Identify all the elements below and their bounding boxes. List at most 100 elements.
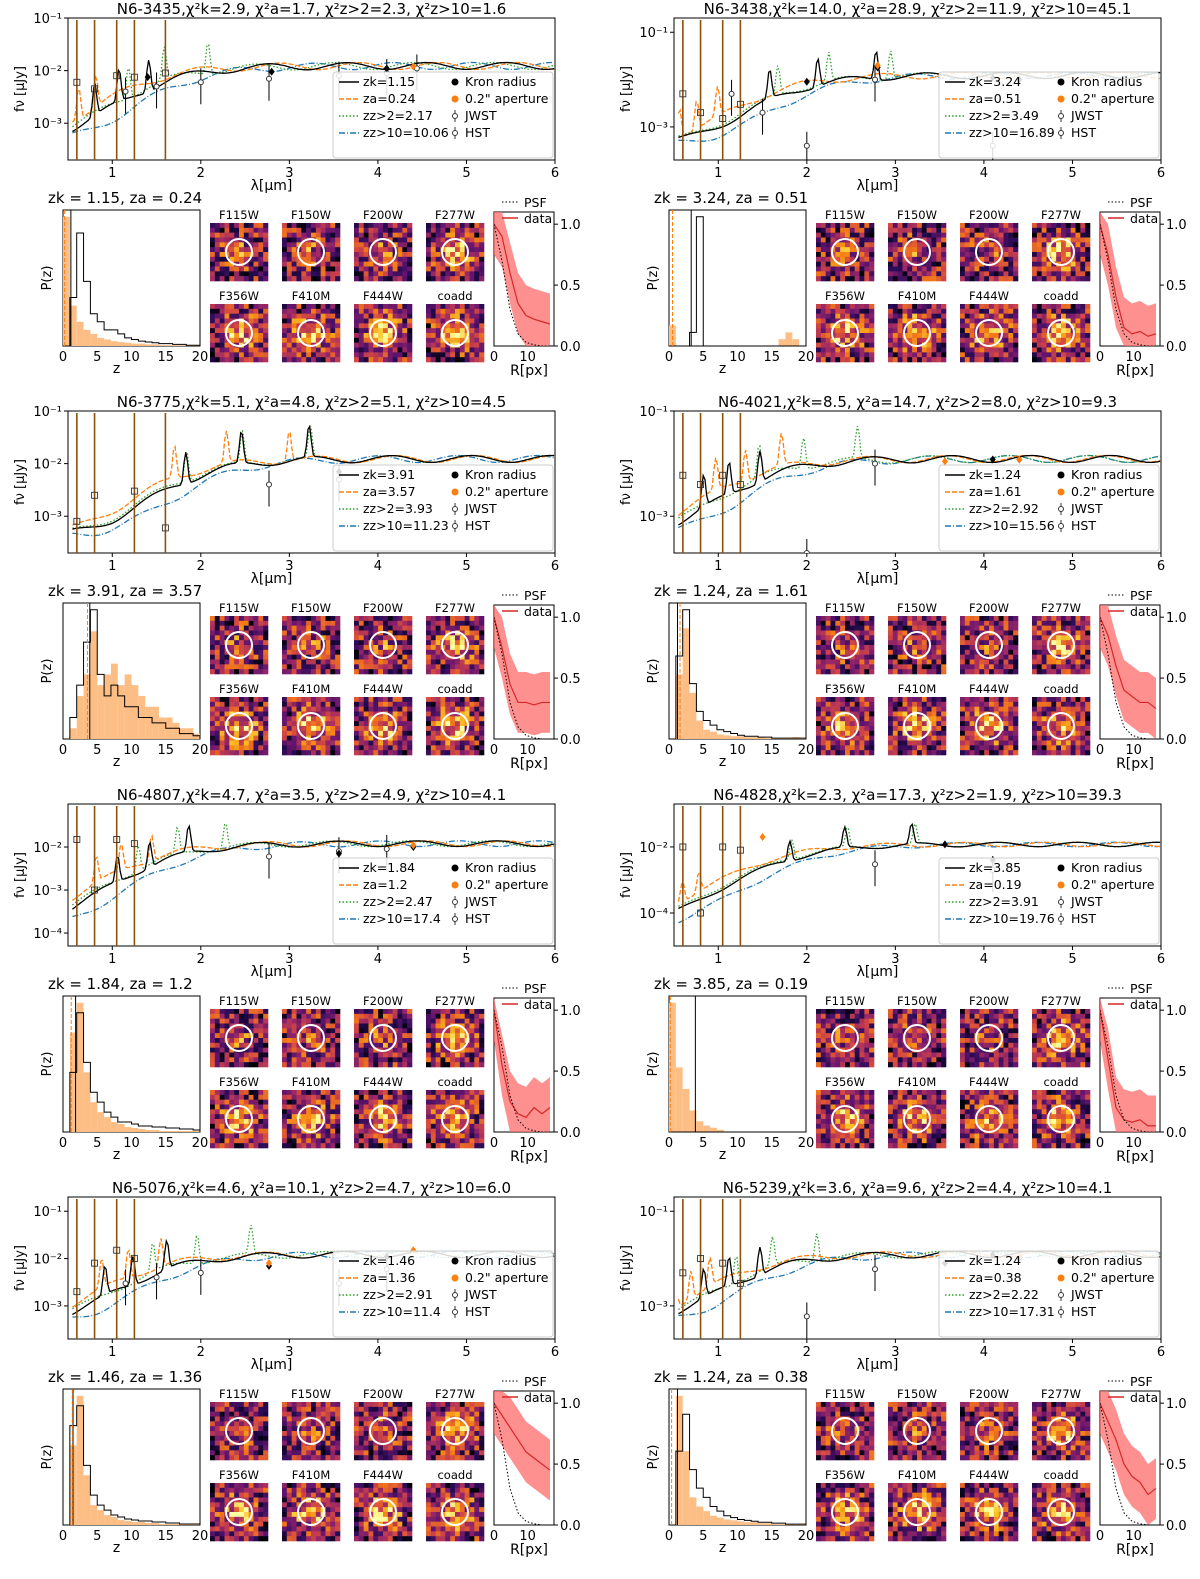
stamp-pixel — [474, 621, 479, 626]
stamp-pixel — [850, 252, 855, 257]
stamp-pixel — [402, 238, 407, 243]
stamp-pixel — [922, 304, 927, 309]
stamp-pixel — [831, 626, 836, 631]
stamp-pixel — [869, 745, 874, 750]
stamp-pixel — [821, 650, 826, 655]
stamp-pixel — [1061, 276, 1066, 281]
stamp-pixel — [831, 631, 836, 636]
stamp-pixel — [864, 616, 869, 621]
stamp-pixel — [215, 635, 220, 640]
stamp-pixel — [821, 640, 826, 645]
stamp-pixel — [941, 750, 946, 755]
stamp-pixel — [970, 352, 975, 357]
stamp-pixel — [1004, 626, 1009, 631]
stamp-pixel — [845, 731, 850, 736]
stamp-pixel — [479, 271, 484, 276]
stamp-pixel — [215, 314, 220, 319]
stamp-pixel — [845, 745, 850, 750]
stamp-pixel — [965, 233, 970, 238]
stamp-pixel — [254, 655, 259, 660]
stamp-pixel — [936, 731, 941, 736]
stamp-pixel — [898, 669, 903, 674]
stamp-pixel — [936, 257, 941, 262]
stamp-pixel — [258, 319, 263, 324]
stamp-pixel — [835, 352, 840, 357]
stamp-pixel — [254, 267, 259, 272]
stamp-pixel — [907, 664, 912, 669]
stamp-pixel — [354, 323, 359, 328]
stamp-pixel — [474, 267, 479, 272]
stamp-pixel — [292, 333, 297, 338]
jwst-point — [123, 89, 128, 94]
stamp-pixel — [220, 328, 225, 333]
stamp-pixel — [244, 333, 249, 338]
stamp-pixel — [912, 640, 917, 645]
stamp-pixel — [335, 252, 340, 257]
stamp-pixel — [1008, 697, 1013, 702]
stamp-pixel — [383, 242, 388, 247]
stamp-pixel — [816, 669, 821, 674]
stamp-pixel — [1047, 304, 1052, 309]
stamp-pixel — [903, 697, 908, 702]
stamp-pixel — [860, 348, 865, 353]
stamp-pixel — [936, 323, 941, 328]
stamp-pixel — [321, 707, 326, 712]
stamp-pixel — [335, 741, 340, 746]
stamp-pixel — [465, 343, 470, 348]
stamp-pixel — [821, 228, 826, 233]
stamp-pixel — [321, 712, 326, 717]
stamp-pixel — [470, 233, 475, 238]
stamp-pixel — [840, 233, 845, 238]
stamp-pixel — [431, 731, 436, 736]
stamp-pixel — [850, 348, 855, 353]
stamp-pixel — [917, 252, 922, 257]
stamp-pixel — [479, 721, 484, 726]
pz-bar-a — [159, 345, 166, 346]
stamp-pixel — [1071, 262, 1076, 267]
stamp-pixel — [474, 655, 479, 660]
stamp-pixel — [282, 750, 287, 755]
stamp-pixel — [1032, 262, 1037, 267]
stamp-pixel — [864, 736, 869, 741]
stamp-pixel — [465, 707, 470, 712]
stamp-pixel — [234, 267, 239, 272]
stamp-pixel — [431, 616, 436, 621]
stamp-pixel — [383, 707, 388, 712]
stamp-pixel — [1013, 621, 1018, 626]
stamp-pixel — [927, 319, 932, 324]
stamp-pixel — [330, 664, 335, 669]
stamp-pixel — [234, 348, 239, 353]
legend-marker — [453, 507, 458, 512]
stamp-pixel — [989, 276, 994, 281]
stamp-pixel — [426, 712, 431, 717]
stamp-pixel — [975, 223, 980, 228]
stamp-pixel — [239, 635, 244, 640]
stamp-pixel — [932, 635, 937, 640]
stamp-pixel — [855, 707, 860, 712]
stamp-f356w — [816, 697, 874, 755]
stamp-pixel — [1042, 655, 1047, 660]
stamp-pixel — [840, 323, 845, 328]
stamp-pixel — [470, 702, 475, 707]
stamp-pixel — [1085, 262, 1090, 267]
sed-xtick-label: 4 — [980, 559, 988, 574]
stamp-pixel — [1061, 242, 1066, 247]
stamp-pixel — [989, 323, 994, 328]
stamp-pixel — [229, 348, 234, 353]
stamp-pixel — [888, 357, 893, 362]
stamp-pixel — [335, 721, 340, 726]
stamp-pixel — [258, 660, 263, 665]
stamp-pixel — [301, 707, 306, 712]
stamp-pixel — [1004, 276, 1009, 281]
stamp-pixel — [960, 621, 965, 626]
stamp-pixel — [393, 314, 398, 319]
stamp-pixel — [907, 271, 912, 276]
stamp-pixel — [311, 223, 316, 228]
stamp-pixel — [378, 309, 383, 314]
stamp-pixel — [282, 267, 287, 272]
stamp-pixel — [869, 323, 874, 328]
stamp-pixel — [941, 262, 946, 267]
pz-bar-a — [683, 628, 690, 739]
stamp-pixel — [932, 726, 937, 731]
stamp-pixel — [821, 304, 826, 309]
